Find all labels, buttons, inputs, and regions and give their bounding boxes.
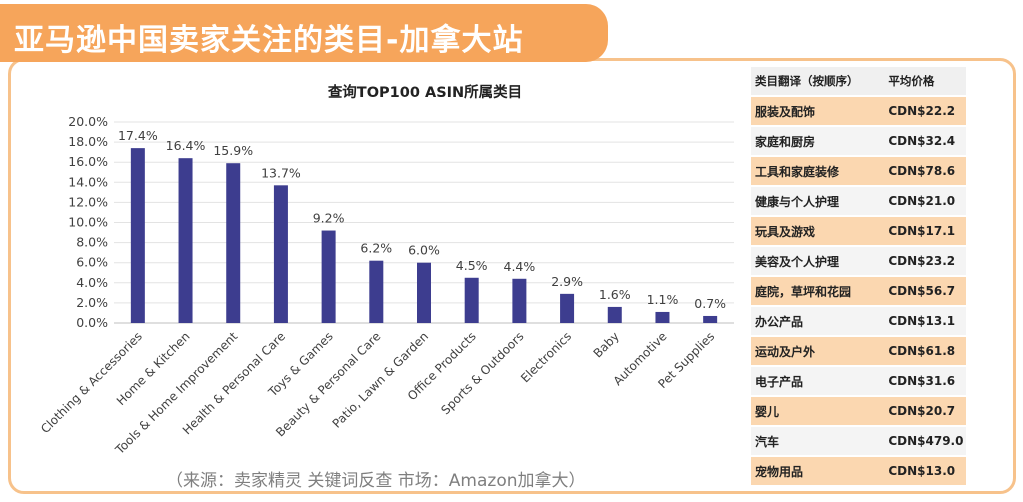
y-tick-label: 16.0% xyxy=(68,154,108,169)
category-cell: 运动及户外 xyxy=(751,336,885,367)
avg-price-cell: CDN$13.0 xyxy=(884,456,966,487)
category-cell: 办公产品 xyxy=(751,306,885,337)
y-tick-label: 6.0% xyxy=(76,255,108,270)
header-avg-price: 平均价格 xyxy=(884,67,966,97)
bar xyxy=(464,277,479,323)
category-cell: 健康与个人护理 xyxy=(751,186,885,217)
price-table: 类目翻译（按顺序） 平均价格 服装及配饰 CDN$22.2 家庭和厨房 CDN$32.… xyxy=(751,67,966,487)
price-table-row: 工具和家庭装修 CDN$78.6 xyxy=(751,156,966,187)
avg-price-cell: CDN$32.4 xyxy=(884,126,966,157)
avg-price-cell: CDN$20.7 xyxy=(884,396,966,427)
bar xyxy=(655,311,670,323)
avg-price-cell: CDN$17.1 xyxy=(884,216,966,247)
bar-value-label: 1.1% xyxy=(647,292,679,307)
y-tick-label: 10.0% xyxy=(68,215,108,230)
price-table-row: 玩具及游戏 CDN$17.1 xyxy=(751,216,966,247)
category-cell: 玩具及游戏 xyxy=(751,216,885,247)
x-tick-label: Baby xyxy=(591,329,622,360)
bar-value-label: 6.2% xyxy=(360,241,392,256)
bar xyxy=(178,158,193,323)
y-axis-ticks: 0.0% 2.0% 4.0% 6.0% 8.0% 10.0% 12.0% 14.0% 16.0%… xyxy=(68,114,108,330)
price-table-row: 办公产品 CDN$13.1 xyxy=(751,306,966,337)
bar xyxy=(560,293,575,323)
bar-value-label: 17.4% xyxy=(118,128,158,143)
price-table-row: 美容及个人护理 CDN$23.2 xyxy=(751,246,966,277)
y-tick-label: 12.0% xyxy=(68,194,108,209)
y-tick-label: 14.0% xyxy=(68,174,108,189)
y-tick-label: 18.0% xyxy=(68,134,108,149)
category-cell: 美容及个人护理 xyxy=(751,246,885,277)
bar xyxy=(417,262,431,323)
x-tick-label: Sports & Outdoors xyxy=(438,329,526,417)
price-table-row: 服装及配饰 CDN$22.2 xyxy=(751,96,966,127)
category-cell: 汽车 xyxy=(751,426,885,457)
bar xyxy=(273,185,288,323)
avg-price-cell: CDN$22.2 xyxy=(884,96,966,127)
avg-price-cell: CDN$23.2 xyxy=(884,246,966,277)
category-cell: 婴儿 xyxy=(751,396,885,427)
x-tick-label: Patio, Lawn & Garden xyxy=(330,329,431,430)
price-table-row: 宠物用品 CDN$13.0 xyxy=(751,456,966,487)
bar xyxy=(369,260,384,323)
chart-title: 查询TOP100 ASIN所属类目 xyxy=(328,83,522,101)
bar-value-label: 16.4% xyxy=(166,138,206,153)
bar xyxy=(226,163,241,323)
price-table-row: 运动及户外 CDN$61.8 xyxy=(751,336,966,367)
price-table-row: 健康与个人护理 CDN$21.0 xyxy=(751,186,966,217)
y-tick-label: 20.0% xyxy=(68,114,108,129)
bar xyxy=(130,148,145,323)
category-cell: 电子产品 xyxy=(751,366,885,397)
y-tick-label: 2.0% xyxy=(76,295,108,310)
y-tick-label: 0.0% xyxy=(76,315,108,330)
avg-price-cell: CDN$78.6 xyxy=(884,156,966,187)
avg-price-cell: CDN$21.0 xyxy=(884,186,966,217)
price-table-row: 庭院，草坪和花园 CDN$56.7 xyxy=(751,276,966,307)
price-table-row: 电子产品 CDN$31.6 xyxy=(751,366,966,397)
x-tick-label: Electronics xyxy=(518,329,574,385)
avg-price-cell: CDN$13.1 xyxy=(884,306,966,337)
price-table-header: 类目翻译（按顺序） 平均价格 xyxy=(751,67,966,97)
page-title: 亚马逊中国卖家关注的类目-加拿大站 xyxy=(14,23,524,58)
source-note: （来源：卖家精灵 关键词反查 市场：Amazon加拿大） xyxy=(166,471,586,491)
y-tick-label: 4.0% xyxy=(76,275,108,290)
header-category: 类目翻译（按顺序） xyxy=(751,67,885,97)
y-tick-label: 8.0% xyxy=(76,235,108,250)
price-table-row: 婴儿 CDN$20.7 xyxy=(751,396,966,427)
bar-value-labels: 17.4% 16.4% 15.9% 13.7% 9.2% 6.2% 6.0% 4.5% 4.4%… xyxy=(118,128,726,311)
category-cell: 宠物用品 xyxy=(751,456,885,487)
bar-value-label: 9.2% xyxy=(313,211,345,226)
chart-bars xyxy=(130,148,718,323)
bar-value-label: 15.9% xyxy=(213,143,253,158)
category-cell: 工具和家庭装修 xyxy=(751,156,885,187)
chart-gridlines xyxy=(114,121,734,324)
bar-value-label: 4.5% xyxy=(456,258,488,273)
avg-price-cell: CDN$479.0 xyxy=(884,426,966,457)
price-table-body: 服装及配饰 CDN$22.2 家庭和厨房 CDN$32.4 工具和家庭装修 CDN$78.… xyxy=(751,96,966,487)
bar-value-label: 1.6% xyxy=(599,287,631,302)
category-cell: 庭院，草坪和花园 xyxy=(751,276,885,307)
avg-price-cell: CDN$56.7 xyxy=(884,276,966,307)
price-table-row: 家庭和厨房 CDN$32.4 xyxy=(751,126,966,157)
category-cell: 家庭和厨房 xyxy=(751,126,885,157)
bar-value-label: 6.0% xyxy=(408,243,440,258)
avg-price-cell: CDN$31.6 xyxy=(884,366,966,397)
bar xyxy=(512,278,527,323)
bar xyxy=(703,315,718,323)
bar-value-label: 2.9% xyxy=(551,274,583,289)
bar-value-label: 0.7% xyxy=(694,296,726,311)
title-banner: 亚马逊中国卖家关注的类目-加拿大站 xyxy=(0,4,608,62)
bar xyxy=(607,306,622,323)
bar-value-label: 4.4% xyxy=(504,259,536,274)
bar-chart: 查询TOP100 ASIN所属类目 0.0% 2.0% 4.0% 6.0% 8.0% 10… xyxy=(38,83,734,458)
bar-value-label: 13.7% xyxy=(261,165,301,180)
bar xyxy=(321,230,336,323)
category-cell: 服装及配饰 xyxy=(751,96,885,127)
price-table-row: 汽车 CDN$479.0 xyxy=(751,426,966,457)
avg-price-cell: CDN$61.8 xyxy=(884,336,966,367)
